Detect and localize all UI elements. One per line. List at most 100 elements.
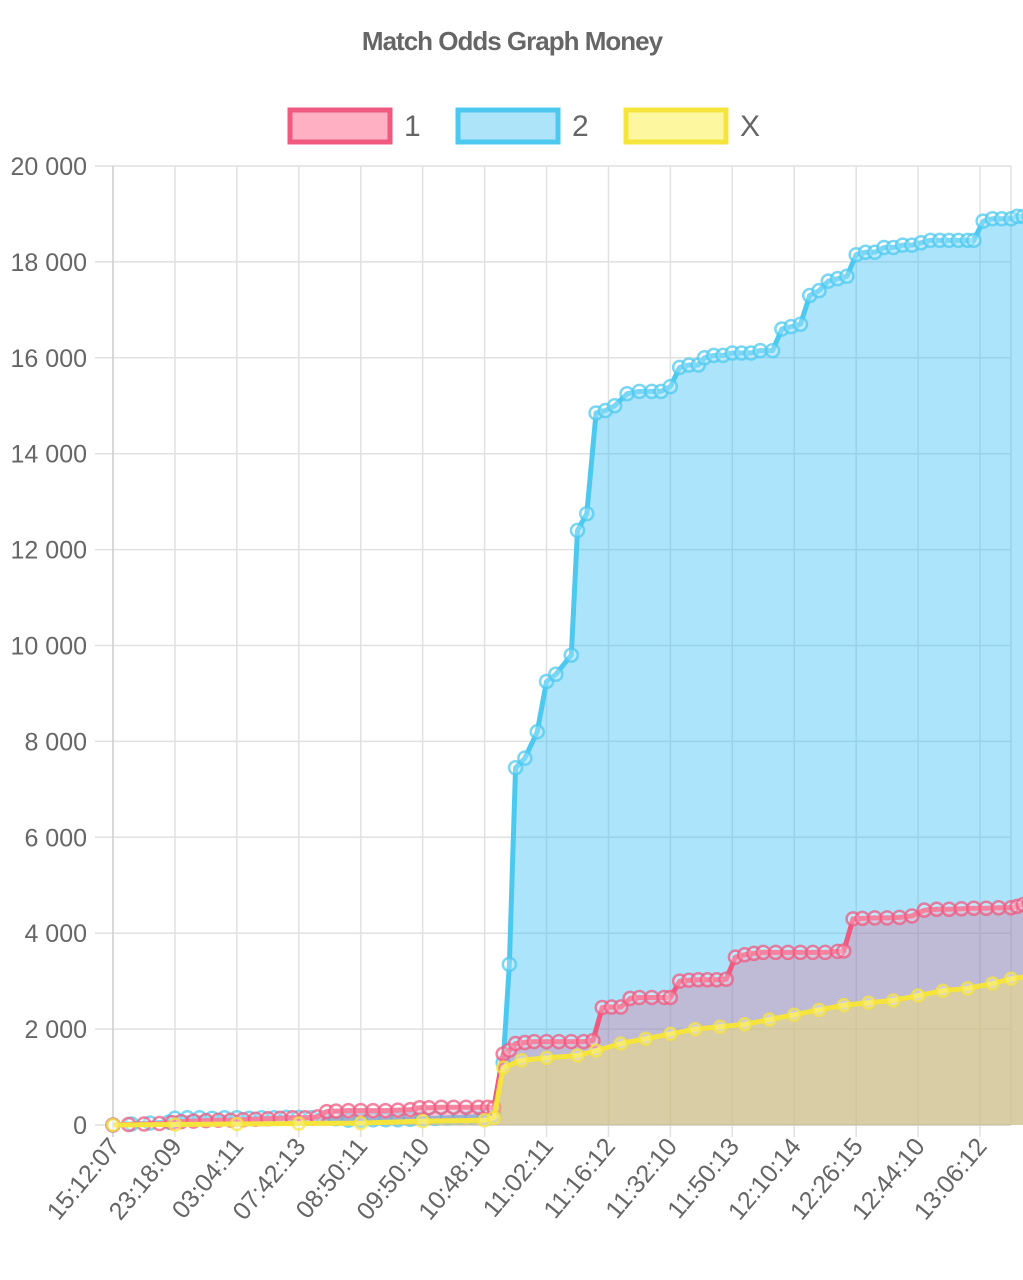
data-point bbox=[390, 1102, 406, 1118]
data-point bbox=[867, 910, 883, 926]
data-point bbox=[854, 910, 871, 927]
data-point bbox=[644, 989, 660, 1006]
data-point bbox=[352, 1102, 369, 1119]
data-point bbox=[563, 1033, 580, 1050]
data-point bbox=[445, 1099, 462, 1116]
data-point bbox=[433, 1099, 449, 1116]
data-point bbox=[662, 989, 679, 1006]
data-point bbox=[538, 1033, 555, 1050]
data-point bbox=[501, 956, 518, 973]
data-point bbox=[712, 1019, 728, 1034]
data-point bbox=[990, 900, 1007, 916]
data-point bbox=[953, 900, 970, 917]
data-point bbox=[377, 1102, 394, 1119]
data-point bbox=[805, 944, 821, 961]
data-point bbox=[792, 944, 809, 961]
data-point bbox=[563, 647, 580, 663]
data-point bbox=[811, 282, 827, 299]
data-point bbox=[891, 909, 908, 926]
data-point bbox=[960, 981, 975, 996]
data-point bbox=[588, 1043, 604, 1058]
series-line bbox=[112, 974, 1023, 1128]
data-point bbox=[755, 944, 772, 961]
legend-label: 1 bbox=[404, 110, 421, 143]
data-point bbox=[507, 760, 524, 776]
data-point bbox=[619, 386, 635, 402]
data-point bbox=[606, 398, 623, 414]
legend-swatch bbox=[455, 107, 561, 145]
data-point bbox=[978, 900, 994, 917]
data-point bbox=[817, 944, 833, 961]
data-point bbox=[762, 1012, 777, 1027]
data-point bbox=[792, 316, 809, 332]
y-axis-ticks: 0 2 000 4 000 6 000 8 000 10 000 12 000 14 000 1… bbox=[11, 153, 87, 1140]
y-tick-label: 20 000 bbox=[11, 153, 87, 181]
data-point bbox=[941, 901, 957, 917]
data-point bbox=[752, 342, 768, 359]
data-point bbox=[458, 1099, 474, 1116]
legend-swatch bbox=[623, 107, 729, 145]
data-point bbox=[421, 1099, 437, 1116]
y-tick-label: 12 000 bbox=[11, 537, 87, 565]
data-point bbox=[985, 976, 1000, 991]
data-point bbox=[514, 1053, 529, 1068]
data-point bbox=[839, 268, 855, 285]
data-point bbox=[861, 995, 876, 1010]
y-tick-label: 4 000 bbox=[24, 920, 87, 948]
chart-grid bbox=[95, 165, 1012, 1137]
data-point bbox=[718, 971, 734, 987]
data-point bbox=[548, 666, 564, 683]
data-point bbox=[526, 1033, 542, 1050]
series-layer bbox=[105, 208, 1023, 1133]
data-point bbox=[966, 232, 982, 249]
y-tick-label: 6 000 bbox=[24, 824, 87, 852]
data-point bbox=[229, 1116, 245, 1132]
data-point bbox=[836, 997, 852, 1013]
data-point bbox=[340, 1102, 357, 1119]
series-X bbox=[105, 971, 1023, 1133]
data-point bbox=[631, 383, 648, 400]
data-point bbox=[663, 1026, 678, 1042]
data-point bbox=[167, 1117, 183, 1132]
data-point bbox=[916, 902, 933, 918]
data-point bbox=[570, 1048, 585, 1063]
x-axis-ticks: 15:12:0723:18:0903:04:1107:42:1308:50:11… bbox=[42, 1133, 993, 1226]
legend-swatch bbox=[287, 107, 393, 145]
data-point bbox=[836, 943, 852, 959]
data-point bbox=[928, 901, 945, 917]
data-point bbox=[767, 944, 784, 961]
series-area bbox=[113, 216, 1023, 1125]
chart-title: Match Odds Graph Money bbox=[362, 26, 664, 56]
data-point bbox=[886, 993, 901, 1008]
data-point bbox=[613, 999, 629, 1015]
y-tick-label: 0 bbox=[73, 1112, 87, 1140]
y-tick-label: 2 000 bbox=[24, 1016, 87, 1044]
data-point bbox=[737, 1017, 752, 1032]
series-area bbox=[113, 904, 1023, 1125]
data-point bbox=[495, 1060, 511, 1075]
chart-legend[interactable]: 1 2 X bbox=[287, 107, 760, 145]
series-area bbox=[113, 977, 1023, 1125]
legend-label: X bbox=[740, 110, 760, 143]
data-point bbox=[365, 1102, 381, 1119]
data-point bbox=[631, 989, 648, 1006]
legend-item-1[interactable]: 1 bbox=[287, 107, 421, 145]
data-point bbox=[291, 1116, 307, 1131]
legend-item-X[interactable]: X bbox=[623, 107, 760, 145]
data-point bbox=[1015, 208, 1023, 225]
data-point bbox=[415, 1113, 430, 1129]
legend-item-2[interactable]: 2 bbox=[455, 107, 589, 145]
data-point bbox=[551, 1033, 567, 1050]
data-point bbox=[517, 750, 533, 766]
y-tick-label: 14 000 bbox=[11, 441, 87, 469]
data-point bbox=[353, 1115, 368, 1131]
data-point bbox=[910, 988, 926, 1003]
data-point bbox=[613, 1036, 629, 1051]
y-tick-label: 18 000 bbox=[11, 249, 87, 277]
data-point bbox=[1003, 971, 1019, 987]
data-point bbox=[780, 944, 796, 961]
data-point bbox=[638, 1031, 653, 1046]
data-point bbox=[904, 908, 920, 924]
data-point bbox=[529, 724, 545, 740]
